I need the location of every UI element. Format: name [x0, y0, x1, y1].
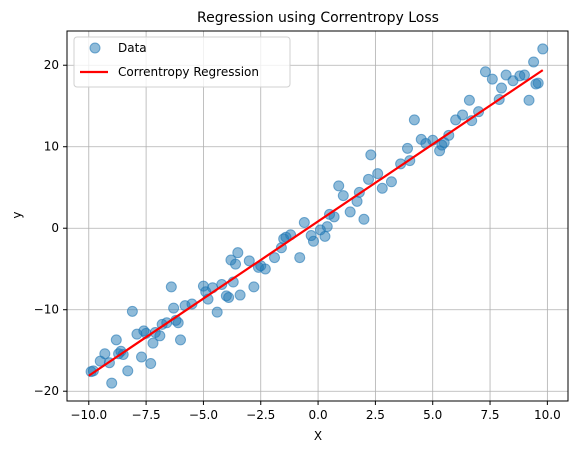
data-point	[457, 109, 469, 121]
legend-data-marker	[89, 42, 101, 54]
axis-ticks: −10.0 −7.5 −5.0 −2.5 0.0 2.5 5.0 7.5 10.0 −20 −10 0…	[34, 58, 561, 422]
data-point	[136, 351, 148, 363]
data-point	[294, 252, 306, 264]
y-tick-label: 0	[51, 221, 59, 235]
data-point	[358, 213, 370, 225]
data-point	[305, 230, 317, 242]
data-point	[528, 56, 540, 68]
legend-data-label: Data	[118, 41, 147, 55]
data-point	[232, 247, 244, 259]
data-point	[99, 348, 111, 360]
data-point	[372, 168, 384, 180]
x-tick-label: 5.0	[423, 408, 442, 422]
legend-regression-label: Correntropy Regression	[118, 65, 259, 79]
y-tick-label: 20	[44, 58, 59, 72]
data-point	[110, 334, 122, 346]
y-tick-label: −20	[34, 384, 59, 398]
data-points	[85, 43, 549, 389]
data-point	[479, 66, 491, 78]
data-point	[243, 255, 255, 267]
regression-line-layer	[88, 69, 544, 377]
data-point	[319, 230, 331, 242]
grid	[67, 31, 568, 401]
data-point	[126, 305, 138, 317]
data-point	[337, 190, 349, 202]
legend: Data Correntropy Regression	[73, 36, 291, 88]
data-point	[248, 281, 260, 293]
data-point	[230, 258, 242, 270]
data-point	[385, 176, 397, 188]
x-tick-label: −10.0	[70, 408, 107, 422]
data-point	[530, 78, 542, 90]
data-point	[463, 94, 475, 106]
data-point	[269, 252, 281, 264]
x-tick-label: 7.5	[480, 408, 499, 422]
data-point	[106, 377, 118, 389]
data-point	[147, 337, 159, 349]
data-point	[234, 289, 246, 301]
data-point	[401, 142, 413, 154]
data-point	[168, 302, 180, 314]
y-tick-label: −10	[34, 303, 59, 317]
data-point	[436, 139, 448, 151]
data-point	[365, 149, 377, 161]
data-point	[344, 206, 356, 218]
data-point	[223, 291, 235, 303]
x-tick-label: −7.5	[132, 408, 161, 422]
y-tick-label: 10	[44, 140, 59, 154]
data-point	[174, 334, 186, 346]
y-axis-label: y	[10, 211, 24, 218]
data-point	[486, 73, 498, 85]
x-axis-label: X	[314, 429, 322, 443]
chart-title: Regression using Correntropy Loss	[197, 10, 439, 26]
x-tick-label: 2.5	[366, 408, 385, 422]
x-tick-label: 10.0	[534, 408, 561, 422]
x-tick-label: −5.0	[189, 408, 218, 422]
data-point	[122, 365, 134, 377]
data-point	[145, 358, 157, 370]
data-point	[496, 82, 508, 94]
regression-line	[88, 69, 544, 377]
data-point	[363, 173, 375, 185]
data-point	[333, 180, 345, 192]
data-point	[518, 69, 530, 81]
data-point	[523, 94, 535, 106]
plot-frame	[66, 30, 569, 402]
data-point	[537, 43, 549, 55]
data-point	[408, 114, 420, 126]
legend-box	[73, 36, 291, 88]
x-tick-label: 0.0	[309, 408, 328, 422]
data-point	[154, 330, 166, 342]
data-point	[165, 281, 177, 293]
data-point	[376, 182, 388, 194]
data-point	[321, 221, 333, 233]
x-tick-label: −2.5	[246, 408, 275, 422]
data-point	[298, 217, 310, 229]
data-point	[211, 306, 223, 318]
